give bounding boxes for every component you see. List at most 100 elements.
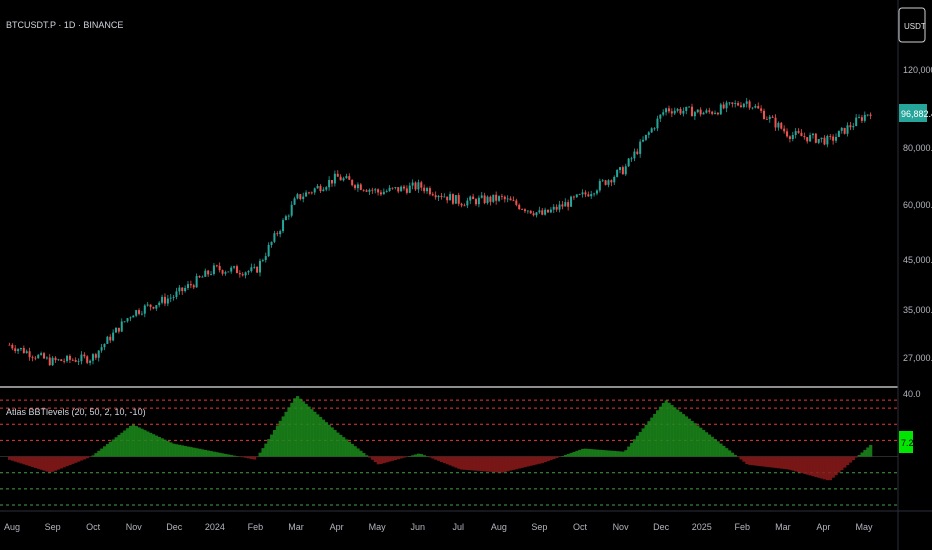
osc-bar [157,436,161,457]
osc-bar [376,456,380,465]
oscillator-series[interactable] [8,396,873,481]
price-axis-tick: 27,000.0 [903,353,932,363]
osc-bar [520,456,524,468]
candle-body [339,176,342,181]
candle-body [273,233,276,242]
osc-bar [477,456,481,471]
osc-bar [356,448,360,457]
osc-bar [411,455,415,457]
osc-bar [342,437,346,457]
candle-body [814,133,817,143]
osc-bar [794,456,798,472]
candle-body [181,287,184,292]
osc-bar [298,398,303,457]
osc-bar [736,456,740,458]
candle-body [362,189,365,191]
time-axis-tick: Nov [613,522,630,532]
osc-bar [316,414,320,457]
osc-bar [601,450,605,457]
currency-button-label[interactable]: USDT [904,22,926,31]
osc-bar [117,434,121,457]
osc-bar [837,456,841,473]
candle-body [290,204,293,216]
candle-body [546,209,550,213]
candle-body [132,315,135,318]
candle-body [544,209,547,215]
candle-body [685,106,688,111]
osc-bar [238,456,242,458]
candle-body [584,192,587,195]
osc-bar [488,456,493,472]
osc-bar [324,422,328,457]
candle-body [757,106,760,109]
candle-body [863,114,866,121]
candle-body [8,344,11,346]
osc-bar [722,445,726,457]
price-axis-tick: 120,000.0 [903,65,932,75]
osc-bar [123,430,127,457]
osc-bar [690,420,694,457]
candle-body [489,196,492,202]
candlestick-series[interactable] [8,97,872,366]
osc-bar [416,453,421,457]
osc-bar [771,456,775,468]
candle-body [215,265,218,267]
candle-body [296,194,299,199]
osc-bar [661,403,665,457]
candle-body [846,125,849,134]
osc-bar [33,456,38,468]
time-axis[interactable]: Aug Sep Oct Nov Dec 2024 Feb Mar Apr May Jun Jul Aug… [4,522,873,532]
candle-body [19,348,22,350]
candle-body [570,196,573,207]
candle-body [408,185,411,193]
osc-bar [552,456,556,460]
osc-bar [578,449,582,457]
osc-bar [131,424,136,457]
candle-body [328,179,331,188]
candle-body [126,318,129,322]
time-axis-tick: Sep [45,522,61,532]
candle-body [523,209,526,212]
candle-body [474,199,478,205]
osc-bar [460,456,464,470]
osc-bar [232,455,236,457]
osc-bar [632,439,637,457]
price-axis[interactable]: 120,000.0 80,000.0 60,000.0 45,000.0 35,000.… [903,65,932,363]
candle-body [207,270,210,275]
candle-body [532,213,535,216]
candle-body [734,103,737,104]
candle-body [348,176,351,180]
candle-body [711,111,714,114]
osc-bar [848,456,853,463]
osc-bar [74,456,78,463]
osc-bar [128,425,133,457]
candle-body [728,102,731,104]
osc-bar [486,456,490,472]
osc-bar [114,437,118,457]
candle-body [627,158,630,167]
candle-body [51,357,54,366]
osc-bar [465,456,470,471]
candle-body [100,347,103,351]
osc-bar [710,436,714,457]
indicator-label[interactable]: Atlas BBTlevels (20, 50, 2, 10, -10) [6,407,146,417]
osc-bar [713,439,717,457]
candle-body [40,353,43,355]
osc-bar [546,456,550,462]
osc-bar [445,456,449,465]
osc-bar [177,444,182,457]
osc-bar [664,400,668,457]
candle-body [731,102,734,104]
osc-bar [748,456,752,465]
osc-bar [598,449,602,457]
osc-bar [186,446,190,457]
candle-body [382,191,385,195]
candle-body [411,182,414,186]
osc-bar [365,455,369,457]
osc-bar [226,454,231,457]
currency-button[interactable] [898,7,926,43]
time-axis-tick: Mar [288,522,304,532]
osc-bar [728,450,732,457]
osc-bar [42,456,46,471]
osc-bar [751,456,755,466]
